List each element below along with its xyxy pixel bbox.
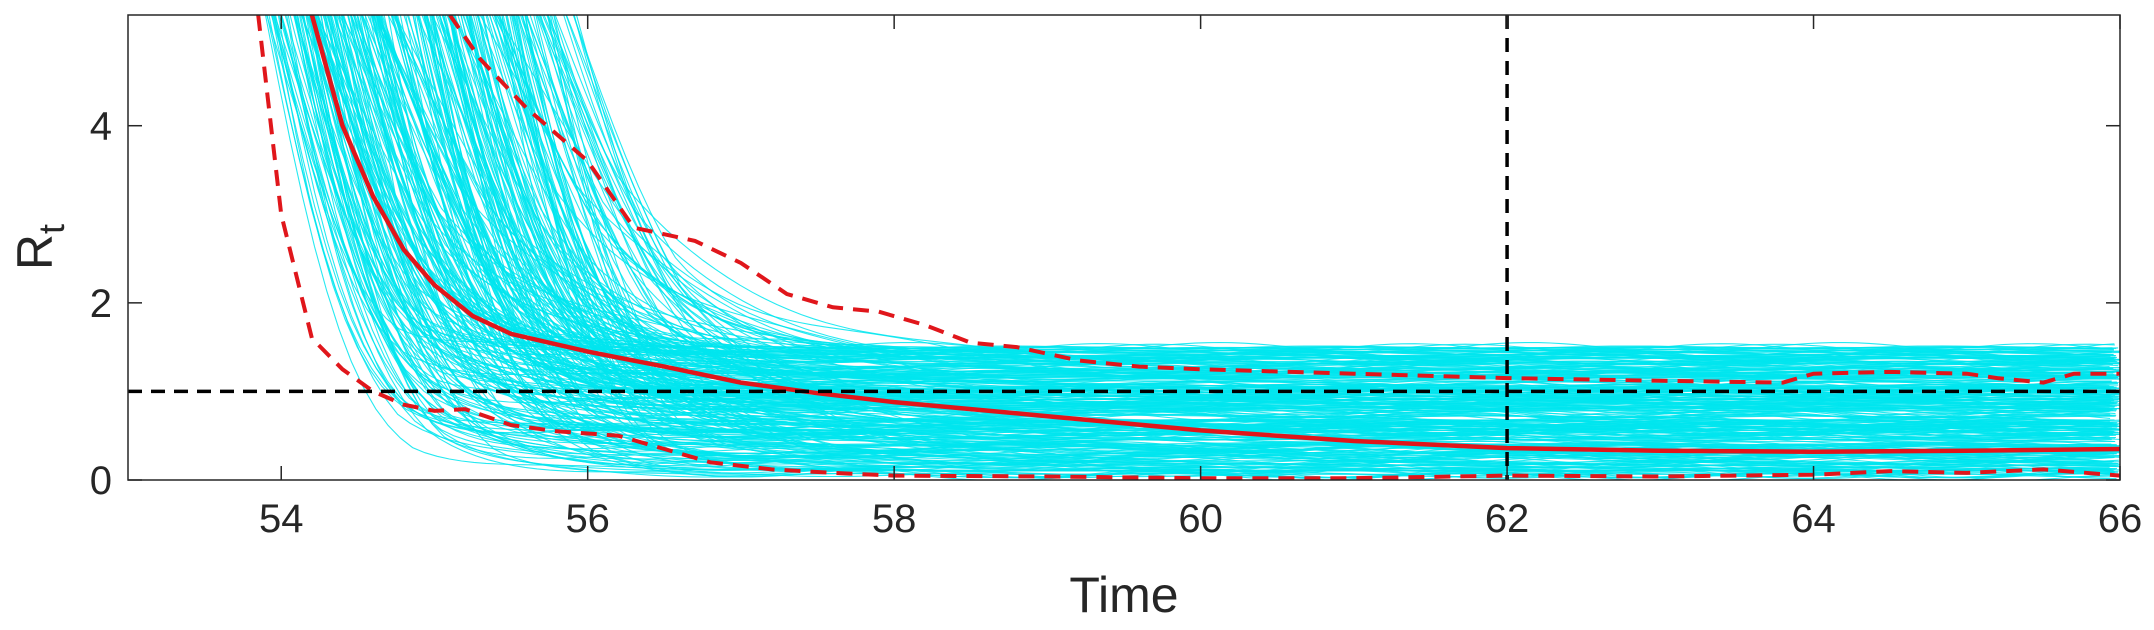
ensemble-line (510, 15, 2120, 377)
ensemble-line (270, 15, 2110, 442)
x-tick-label: 62 (1485, 497, 1530, 541)
ensemble-line (306, 15, 2120, 398)
ensemble-line (378, 15, 2111, 424)
ensemble-line (359, 15, 2116, 365)
ensemble-line (341, 15, 2120, 467)
y-axis-title-subscript: t (31, 224, 72, 234)
ensemble-line (452, 15, 2111, 365)
ensemble-line (335, 15, 2118, 411)
ensemble-line (324, 15, 2119, 467)
y-tick-label: 4 (90, 105, 112, 149)
ensemble-line (429, 15, 2115, 462)
upper-bound-line (448, 15, 2120, 385)
lower-bound-line (256, 15, 2120, 480)
ensemble-line (516, 15, 2120, 371)
ensemble-line (352, 15, 2113, 351)
ensemble-line (309, 15, 2114, 350)
x-tick-label: 58 (872, 497, 917, 541)
ensemble-line (393, 15, 2118, 430)
y-tick-label: 2 (90, 282, 112, 326)
ensemble-line (468, 15, 2112, 472)
ensemble-line (524, 15, 2120, 415)
ensemble-line (448, 15, 2113, 428)
ensemble-line (343, 15, 2115, 409)
reference-lines (128, 15, 2120, 480)
ensemble-line (390, 15, 2120, 359)
x-tick-label: 66 (2098, 497, 2143, 541)
ensemble-line (478, 15, 2112, 440)
ensemble-line (314, 15, 2120, 374)
ensemble-line (539, 15, 2120, 431)
x-tick-label: 60 (1178, 497, 1223, 541)
median-line (309, 15, 2120, 454)
ensemble-line (320, 15, 2112, 472)
ensemble-line (310, 15, 2114, 360)
summary-series (256, 15, 2120, 480)
ensemble-line (573, 15, 2110, 373)
ensemble-line (481, 15, 2120, 382)
ensemble-line (449, 15, 2114, 357)
x-axis-title: Time (1069, 567, 1178, 623)
x-tick-label: 56 (565, 497, 610, 541)
ensemble-line (498, 15, 2118, 363)
ensemble-line (387, 15, 2110, 423)
ensemble-line (329, 15, 2120, 389)
ensemble-line (324, 15, 2114, 426)
ensemble-line (513, 15, 2116, 451)
ensemble-line (354, 15, 2120, 366)
y-axis-title: Rt (7, 224, 72, 270)
ensemble-line (311, 15, 2113, 444)
ensemble-line (307, 15, 2120, 402)
plot-frame (127, 14, 2121, 481)
ensemble-line (377, 15, 2113, 419)
ensemble-line (377, 15, 2114, 438)
axis-ticks: 54 56 58 60 62 64 66 0 2 4 (90, 15, 2143, 541)
ensemble-line (540, 15, 2114, 392)
ensemble-line (380, 15, 2120, 459)
ensemble-trajectories (264, 15, 2120, 480)
ensemble-line (341, 15, 2117, 379)
ensemble-line (399, 15, 2112, 405)
y-tick-label: 0 (90, 459, 112, 503)
y-axis-title-main: R (7, 234, 63, 270)
x-tick-label: 64 (1791, 497, 1836, 541)
x-tick-label: 54 (259, 497, 304, 541)
